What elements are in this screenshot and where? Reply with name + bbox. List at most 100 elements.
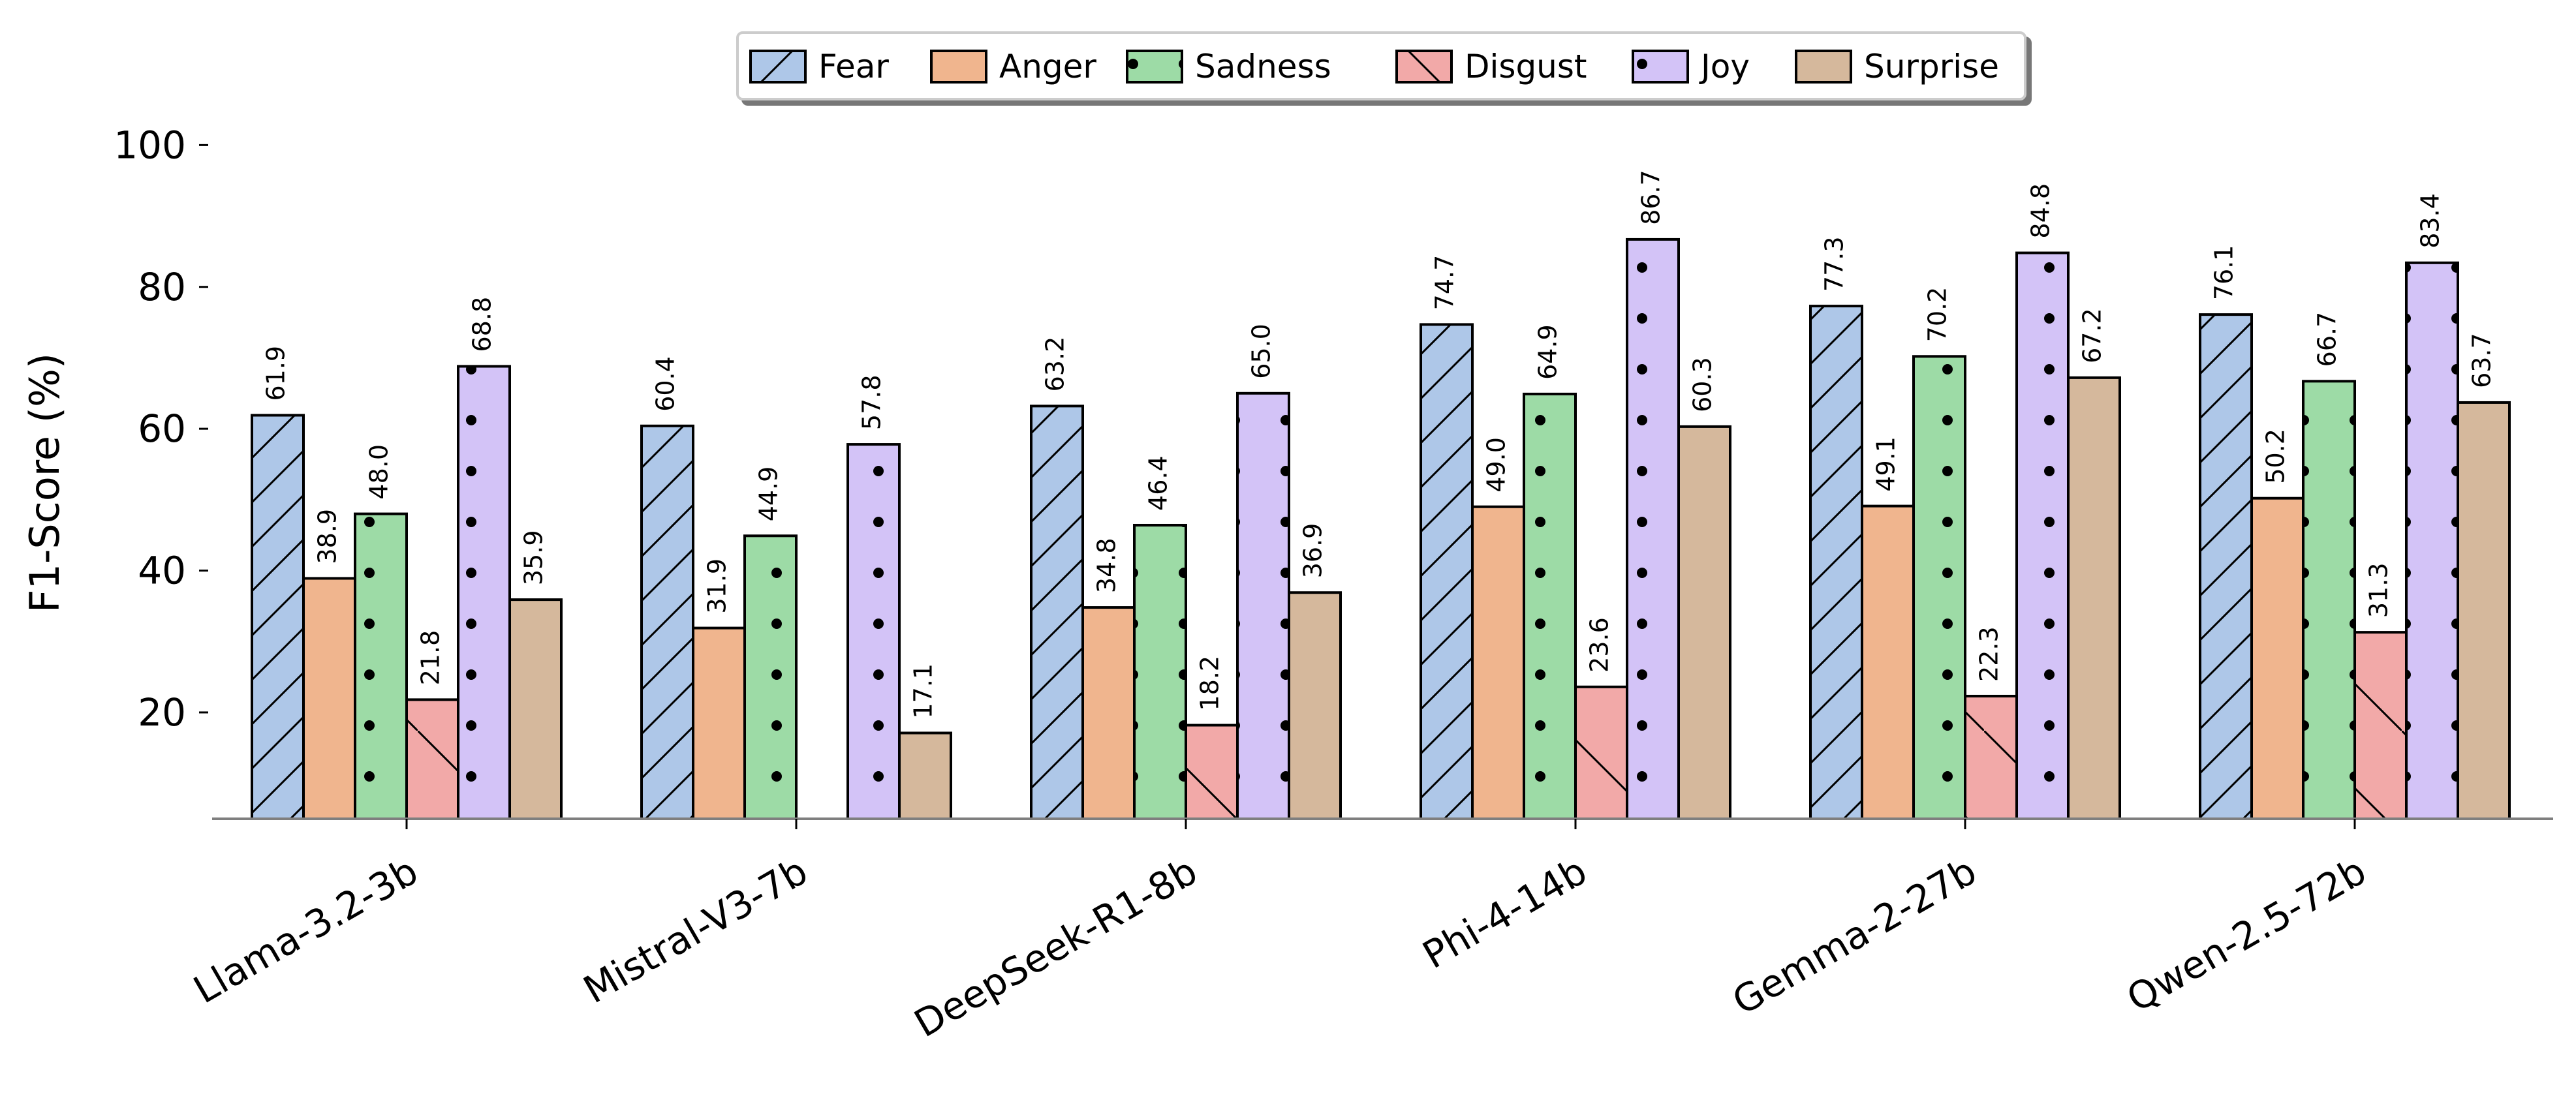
- y-tick-label-80: 80: [138, 265, 186, 309]
- bar-surprise-mistral-v3-7b: [898, 731, 952, 821]
- bar-anger-phi-4-14b: [1471, 505, 1525, 820]
- x-tick-label-mistral-v3-7b: Mistral-V3-7b: [576, 849, 815, 1013]
- data-label-disgust-llama-3-2-3b: 21.8: [416, 630, 445, 686]
- x-tick-label-llama-3-2-3b: Llama-3.2-3b: [186, 849, 425, 1013]
- x-tick-label-phi-4-14b: Phi-4-14b: [1416, 849, 1594, 978]
- legend-box: [736, 31, 2026, 100]
- y-tick-label-40: 40: [138, 549, 186, 593]
- data-label-disgust-qwen-2-5-72b: 31.3: [2365, 563, 2393, 619]
- legend-entry-anger: Anger: [930, 48, 1096, 85]
- legend-label-surprise: Surprise: [1864, 48, 1999, 85]
- data-label-anger-qwen-2-5-72b: 50.2: [2261, 429, 2290, 484]
- bar-surprise-llama-3-2-3b: [508, 598, 563, 820]
- bar-anger-deepseek-r1-8b: [1081, 606, 1136, 820]
- data-label-joy-qwen-2-5-72b: 83.4: [2416, 193, 2445, 249]
- bar-surprise-gemma-2-27b: [2067, 376, 2121, 820]
- bar-disgust-qwen-2-5-72b: [2353, 631, 2408, 821]
- data-label-surprise-llama-3-2-3b: 35.9: [520, 530, 548, 586]
- bar-disgust-gemma-2-27b: [1964, 694, 2018, 820]
- data-label-anger-llama-3-2-3b: 38.9: [313, 509, 342, 564]
- legend-entry-disgust: Disgust: [1395, 48, 1587, 85]
- bar-sadness-qwen-2-5-72b: [2302, 380, 2356, 820]
- bar-anger-gemma-2-27b: [1861, 504, 1915, 820]
- y-tick-label-60: 60: [138, 406, 186, 451]
- bar-surprise-qwen-2-5-72b: [2457, 401, 2511, 820]
- data-label-surprise-qwen-2-5-72b: 63.7: [2468, 333, 2496, 388]
- bar-sadness-llama-3-2-3b: [354, 512, 408, 821]
- legend-swatch-sadness: [1126, 50, 1183, 84]
- data-label-fear-llama-3-2-3b: 61.9: [262, 346, 290, 401]
- data-label-sadness-deepseek-r1-8b: 46.4: [1144, 455, 1173, 511]
- data-label-fear-deepseek-r1-8b: 63.2: [1041, 337, 1070, 392]
- bar-anger-llama-3-2-3b: [302, 577, 356, 821]
- bar-fear-deepseek-r1-8b: [1030, 405, 1084, 820]
- legend-entry-sadness: Sadness: [1126, 48, 1331, 85]
- data-label-fear-qwen-2-5-72b: 76.1: [2210, 245, 2239, 301]
- data-label-surprise-deepseek-r1-8b: 36.9: [1299, 523, 1327, 579]
- data-label-sadness-phi-4-14b: 64.9: [1534, 324, 1562, 380]
- bar-fear-llama-3-2-3b: [251, 414, 305, 820]
- legend-entry-fear: Fear: [749, 48, 889, 85]
- data-label-anger-gemma-2-27b: 49.1: [1872, 436, 1901, 492]
- bar-sadness-gemma-2-27b: [1912, 355, 1966, 820]
- data-label-disgust-phi-4-14b: 23.6: [1585, 617, 1614, 673]
- data-label-disgust-gemma-2-27b: 22.3: [1975, 626, 2004, 682]
- bar-anger-mistral-v3-7b: [692, 626, 746, 820]
- data-label-anger-deepseek-r1-8b: 34.8: [1093, 538, 1121, 593]
- x-tick-label-qwen-2-5-72b: Qwen-2.5-72b: [2119, 849, 2373, 1021]
- bar-joy-deepseek-r1-8b: [1236, 391, 1290, 820]
- data-label-sadness-mistral-v3-7b: 44.9: [754, 466, 783, 522]
- y-tick-label-20: 20: [138, 690, 186, 735]
- data-label-joy-deepseek-r1-8b: 65.0: [1247, 324, 1276, 379]
- data-label-sadness-qwen-2-5-72b: 66.7: [2313, 312, 2342, 367]
- data-label-surprise-mistral-v3-7b: 17.1: [909, 664, 938, 719]
- bar-disgust-llama-3-2-3b: [405, 698, 459, 821]
- bar-joy-gemma-2-27b: [2015, 251, 2070, 821]
- data-label-joy-phi-4-14b: 86.7: [1637, 170, 1666, 225]
- legend-entry-joy: Joy: [1632, 48, 1750, 85]
- y-tick-label-100: 100: [114, 123, 186, 167]
- legend-entry-surprise: Surprise: [1795, 48, 1999, 85]
- bar-fear-qwen-2-5-72b: [2199, 313, 2253, 820]
- data-label-fear-phi-4-14b: 74.7: [1431, 255, 1459, 311]
- bar-surprise-deepseek-r1-8b: [1288, 591, 1342, 820]
- data-label-sadness-gemma-2-27b: 70.2: [1923, 287, 1952, 343]
- legend-label-disgust: Disgust: [1465, 48, 1587, 85]
- data-label-surprise-phi-4-14b: 60.3: [1688, 357, 1717, 412]
- bar-sadness-deepseek-r1-8b: [1133, 523, 1187, 820]
- bar-joy-phi-4-14b: [1626, 237, 1680, 820]
- legend-swatch-joy: [1632, 50, 1689, 84]
- bar-joy-mistral-v3-7b: [846, 443, 901, 820]
- data-label-disgust-deepseek-r1-8b: 18.2: [1196, 656, 1224, 711]
- legend-label-sadness: Sadness: [1195, 48, 1331, 85]
- bar-fear-phi-4-14b: [1420, 323, 1474, 820]
- data-label-fear-mistral-v3-7b: 60.4: [651, 356, 680, 412]
- bar-sadness-mistral-v3-7b: [743, 534, 798, 820]
- bar-surprise-phi-4-14b: [1677, 425, 1731, 820]
- data-label-anger-phi-4-14b: 49.0: [1482, 437, 1511, 493]
- bar-joy-llama-3-2-3b: [457, 365, 511, 820]
- data-label-anger-mistral-v3-7b: 31.9: [703, 558, 732, 614]
- legend-label-fear: Fear: [818, 48, 889, 85]
- x-tick-label-gemma-2-27b: Gemma-2-27b: [1725, 849, 1983, 1024]
- data-label-fear-gemma-2-27b: 77.3: [1820, 236, 1849, 292]
- legend-swatch-surprise: [1795, 50, 1852, 84]
- data-label-joy-gemma-2-27b: 84.8: [2026, 183, 2055, 239]
- y-axis-label: F1-Score (%): [21, 353, 69, 613]
- legend-label-anger: Anger: [999, 48, 1096, 85]
- legend-label-joy: Joy: [1699, 48, 1750, 85]
- bar-joy-qwen-2-5-72b: [2405, 261, 2459, 820]
- bar-fear-gemma-2-27b: [1809, 305, 1863, 820]
- data-label-joy-llama-3-2-3b: 68.8: [468, 297, 497, 352]
- bar-disgust-phi-4-14b: [1574, 685, 1628, 820]
- bar-fear-mistral-v3-7b: [640, 424, 694, 820]
- legend-swatch-disgust: [1395, 50, 1453, 84]
- bar-anger-qwen-2-5-72b: [2250, 496, 2304, 821]
- x-tick-label-deepseek-r1-8b: DeepSeek-R1-8b: [907, 849, 1204, 1046]
- data-label-surprise-gemma-2-27b: 67.2: [2078, 308, 2107, 363]
- legend-swatch-fear: [749, 50, 807, 84]
- legend-swatch-anger: [930, 50, 987, 84]
- bar-disgust-deepseek-r1-8b: [1185, 724, 1239, 820]
